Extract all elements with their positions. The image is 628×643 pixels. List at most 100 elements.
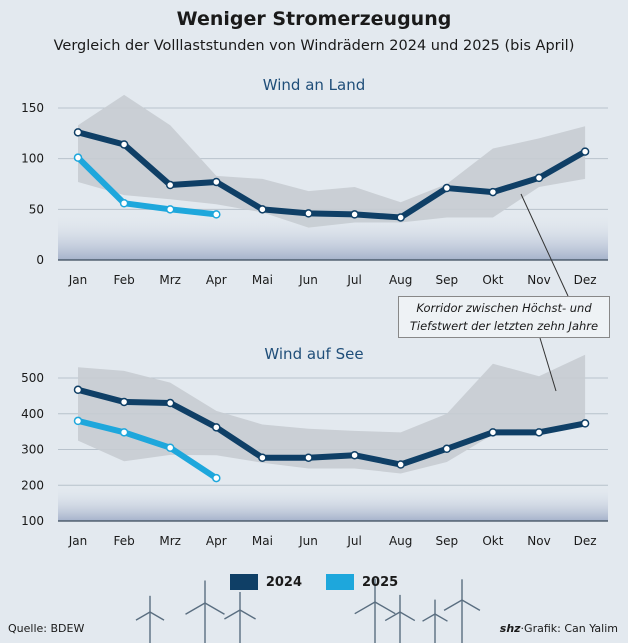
data-point-2024	[488, 428, 498, 437]
x-tick-label: Mrz	[159, 534, 181, 548]
wind-turbine-blade	[239, 609, 256, 620]
y-tick-label: 150	[21, 101, 44, 115]
wind-turbine-blade	[384, 611, 401, 622]
x-tick-label: Okt	[482, 534, 503, 548]
wind-turbine-blade	[224, 609, 241, 620]
legend-label-2025: 2025	[362, 574, 399, 590]
data-point-2024	[580, 147, 590, 156]
wind-turbine-blade	[422, 613, 436, 622]
y-tick-label: 50	[29, 202, 44, 216]
floor-shading	[58, 486, 608, 521]
data-point-2024	[258, 453, 267, 462]
x-tick-label: Mai	[252, 534, 273, 548]
data-point-2024	[304, 453, 313, 462]
annotation-leader-sea	[539, 337, 557, 392]
data-point-2025	[212, 473, 221, 483]
series-line-2025	[75, 154, 220, 218]
wind-turbine-blade	[399, 611, 416, 622]
data-point-2024	[73, 385, 83, 395]
data-point-2024	[534, 173, 544, 183]
x-tick-label: Nov	[527, 273, 550, 287]
data-point-2025	[165, 205, 175, 214]
legend-label-2024: 2024	[265, 574, 302, 590]
series-line-2024	[75, 386, 589, 468]
data-point-2024	[258, 205, 267, 214]
wind-turbine-blade	[434, 613, 448, 622]
data-point-2024	[396, 213, 405, 222]
x-tick-label: Apr	[206, 273, 227, 287]
x-tick-label: Mrz	[159, 273, 181, 287]
data-point-2025	[165, 443, 175, 452]
data-point-2025	[73, 153, 83, 162]
y-tick-label: 300	[21, 443, 44, 457]
y-tick-label: 0	[36, 253, 44, 267]
data-point-2025	[119, 428, 129, 437]
x-tick-label: Dez	[574, 534, 597, 548]
x-tick-label: Feb	[113, 273, 134, 287]
x-tick-label: Apr	[206, 534, 227, 548]
data-point-2024	[119, 140, 129, 149]
x-tick-label: Mai	[252, 273, 273, 287]
x-tick-label: Jan	[68, 534, 88, 548]
data-point-2025	[119, 199, 129, 208]
x-tick-label: Jan	[68, 273, 88, 287]
x-tick-label: Aug	[389, 273, 412, 287]
corridor-annotation: Korridor zwischen Höchst- und Tiefstwert…	[398, 296, 610, 338]
data-point-2024	[580, 419, 590, 428]
data-point-2024	[442, 183, 452, 193]
credit: shz·Grafik: Can Yalim	[500, 622, 618, 635]
data-point-2024	[350, 210, 359, 219]
wind-turbine-blade	[135, 611, 151, 621]
data-point-2024	[165, 398, 175, 408]
data-point-2024	[488, 187, 498, 197]
series-line-2025	[75, 417, 220, 482]
data-point-2024	[396, 460, 405, 469]
legend-item-2024: 2024	[229, 574, 302, 590]
x-tick-label: Nov	[527, 534, 550, 548]
wind-turbine-blade	[443, 599, 463, 611]
panel-title-sea: Wind auf See	[264, 345, 364, 363]
x-tick-label: Okt	[482, 273, 503, 287]
annotation-leader-land	[520, 193, 569, 297]
x-tick-label: Feb	[113, 534, 134, 548]
brand-logo: shz	[499, 622, 521, 635]
x-tick-label: Sep	[435, 534, 458, 548]
panel-title-land: Wind an Land	[262, 76, 366, 94]
data-point-2025	[73, 416, 83, 426]
source-note: Quelle: BDEW	[8, 622, 85, 635]
x-tick-label: Jul	[346, 534, 361, 548]
legend: 2024 2025	[0, 574, 628, 590]
data-point-2025	[212, 210, 221, 219]
credit-text: ·Grafik: Can Yalim	[520, 622, 618, 635]
x-tick-label: Jul	[346, 273, 361, 287]
data-point-2024	[165, 180, 175, 190]
y-tick-label: 200	[21, 478, 44, 492]
wind-turbine-blade	[374, 601, 396, 615]
chart-subtitle: Vergleich der Volllaststunden von Windrä…	[53, 38, 575, 54]
data-point-2024	[350, 450, 359, 460]
legend-swatch-2025	[326, 574, 354, 590]
wind-turbine-blade	[204, 602, 225, 615]
data-point-2024	[442, 444, 452, 454]
wind-turbine-blade	[185, 602, 206, 615]
data-point-2024	[212, 423, 221, 432]
wind-turbine-blade	[149, 611, 165, 621]
x-tick-label: Sep	[435, 273, 458, 287]
data-point-2024	[119, 397, 129, 407]
wind-turbine-blade	[354, 601, 376, 615]
data-point-2024	[534, 428, 544, 437]
x-tick-label: Jun	[298, 273, 318, 287]
data-point-2024	[304, 209, 313, 218]
wind-turbine-blade	[461, 599, 481, 611]
data-point-2024	[212, 177, 221, 187]
y-tick-label: 100	[21, 514, 44, 528]
y-tick-label: 100	[21, 152, 44, 166]
chart-title: Weniger Stromerzeugung	[176, 8, 452, 30]
corridor-band	[78, 94, 586, 228]
x-tick-label: Jun	[298, 534, 318, 548]
y-tick-label: 400	[21, 407, 44, 421]
series-line-2024	[75, 129, 589, 221]
legend-swatch-2024	[229, 574, 258, 590]
